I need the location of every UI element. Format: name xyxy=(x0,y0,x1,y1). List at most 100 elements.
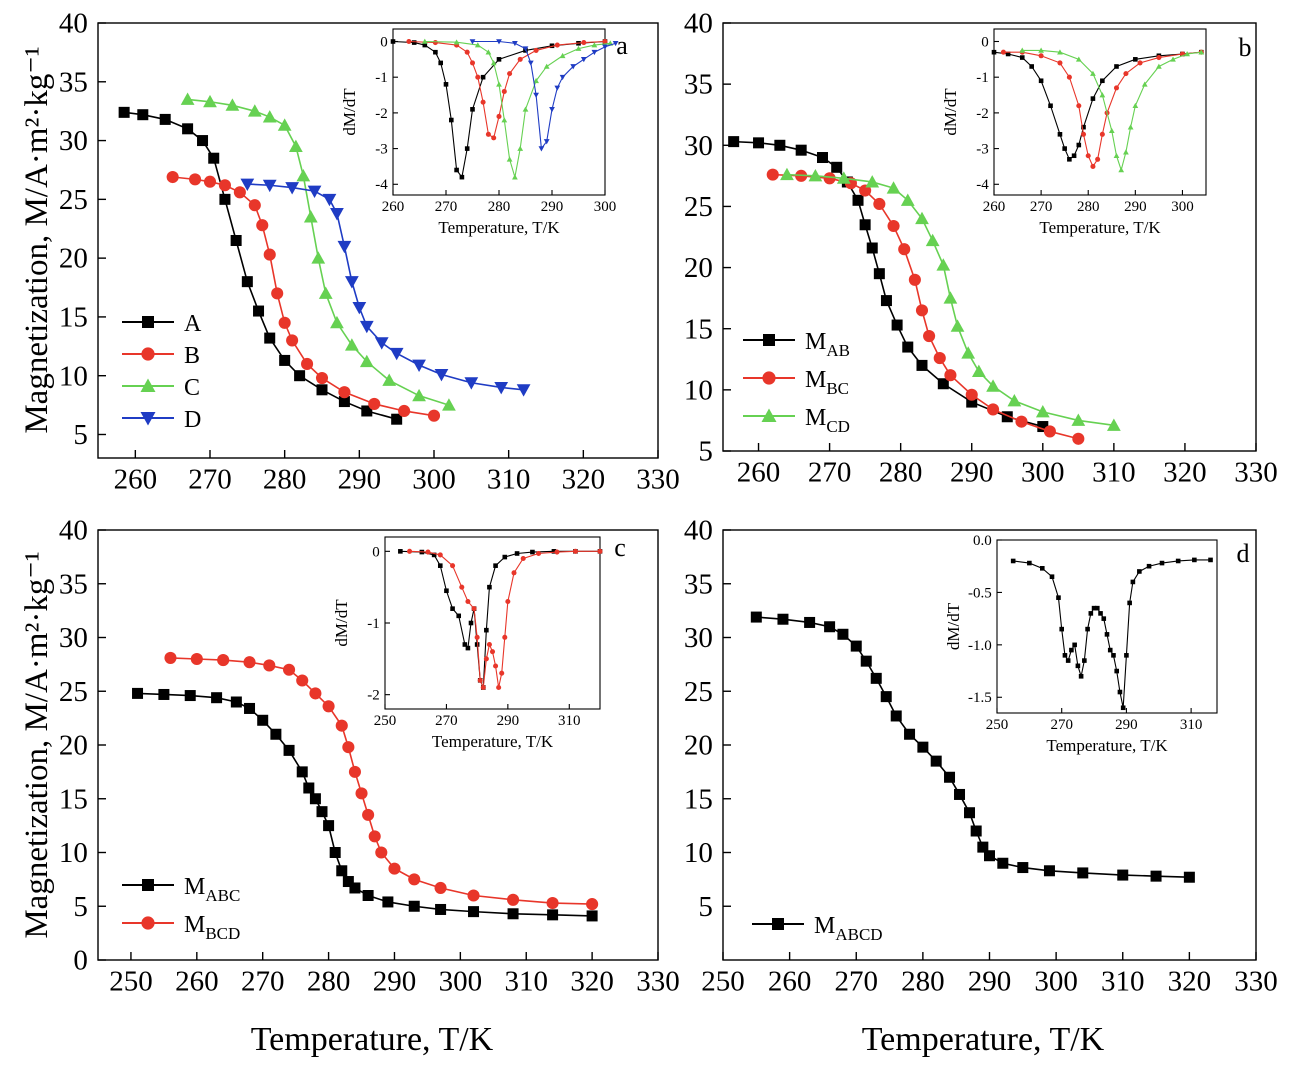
panel-c-y-tick-label: 35 xyxy=(59,568,88,600)
inset-marker xyxy=(559,74,566,81)
inset-marker xyxy=(538,146,545,152)
panel-b-x-tick-label: 330 xyxy=(1234,456,1278,488)
inset-marker xyxy=(533,77,539,84)
main-marker xyxy=(335,719,348,732)
main-marker xyxy=(965,388,978,401)
main-marker xyxy=(286,334,299,347)
inset-series xyxy=(407,548,603,691)
panel-c-x-tick-label: 290 xyxy=(373,965,417,997)
inset-x-tick-label: 290 xyxy=(1124,199,1147,215)
panel-b-y-tick-label: 30 xyxy=(684,130,713,162)
main-marker xyxy=(1007,393,1022,407)
main-marker xyxy=(303,782,315,794)
panel-d-x-tick-label: 330 xyxy=(1234,965,1278,997)
panel-b-x-tick-label: 260 xyxy=(737,456,781,488)
inset-marker xyxy=(502,634,508,640)
inset-marker xyxy=(496,39,502,45)
main-marker xyxy=(253,305,265,317)
main-series xyxy=(180,92,456,411)
panel-a-y-tick-label: 20 xyxy=(59,243,88,275)
main-marker xyxy=(257,714,269,726)
panel-c-x-tick-label: 300 xyxy=(439,965,483,997)
main-marker xyxy=(1183,871,1195,883)
inset-marker xyxy=(490,60,497,66)
panel-a-x-tick-label: 330 xyxy=(636,463,680,495)
main-series xyxy=(166,170,441,422)
inset-y-tick-label: -2 xyxy=(367,688,380,704)
panel-a-y-tick-label: 35 xyxy=(59,66,88,98)
main-marker xyxy=(344,276,359,289)
inset-marker xyxy=(1076,142,1082,148)
main-marker xyxy=(442,398,456,411)
main-marker xyxy=(391,413,403,425)
panel-c-x-tick-label: 250 xyxy=(109,965,153,997)
panel-letter: c xyxy=(614,533,626,562)
main-marker xyxy=(1150,870,1162,882)
main-marker xyxy=(262,110,277,123)
inset-marker xyxy=(465,598,471,605)
inset-y-tick-label: -3 xyxy=(375,142,388,158)
main-marker xyxy=(303,210,318,223)
main-marker xyxy=(866,242,878,254)
main-marker xyxy=(296,766,308,778)
panel-letter: d xyxy=(1237,539,1250,568)
inset-marker xyxy=(559,52,566,59)
panel-b-x-tick-label: 270 xyxy=(808,456,852,488)
main-marker xyxy=(288,139,303,152)
inset-marker xyxy=(1184,51,1191,57)
panel-a-x-tick-label: 260 xyxy=(114,463,158,495)
main-marker xyxy=(408,873,421,886)
inset-marker xyxy=(522,106,529,112)
legend-name: B xyxy=(184,343,200,369)
inset-y-tick-label: -3 xyxy=(976,142,989,158)
inset-frame xyxy=(996,539,1218,714)
main-marker xyxy=(348,765,361,778)
inset-marker xyxy=(1065,658,1071,663)
main-marker xyxy=(859,184,872,197)
main-marker xyxy=(750,611,762,623)
inset-marker xyxy=(591,49,598,56)
main-series xyxy=(118,106,403,425)
main-marker xyxy=(359,320,374,334)
legend-label: C xyxy=(184,375,200,401)
inset-marker xyxy=(1101,616,1107,621)
inset-marker xyxy=(1027,560,1032,566)
inset-marker xyxy=(486,641,492,648)
main-marker xyxy=(294,370,306,382)
inset-marker xyxy=(411,40,417,45)
inset-marker xyxy=(1098,611,1103,616)
inset-y-tick-label: -1.0 xyxy=(968,638,992,654)
main-marker xyxy=(309,793,321,805)
inset-marker xyxy=(407,548,413,554)
main-marker xyxy=(987,403,1000,416)
inset-marker xyxy=(1156,55,1162,61)
inset-marker xyxy=(477,677,483,683)
legend-label: MCD xyxy=(805,405,850,436)
main-marker xyxy=(908,273,921,286)
legend-marker xyxy=(142,316,154,328)
legend-subscript: ABC xyxy=(205,886,240,905)
inset-y-tick-label: 0 xyxy=(981,34,989,50)
inset-marker xyxy=(597,548,603,554)
main-marker xyxy=(917,741,929,753)
panel-d-x-tick-label: 280 xyxy=(901,965,945,997)
panel-a-y-tick-label: 40 xyxy=(59,8,88,40)
main-marker xyxy=(329,847,341,858)
inset-marker xyxy=(520,555,526,562)
inset-marker xyxy=(480,99,486,105)
legend-name: M xyxy=(184,874,205,900)
panel-b-frame xyxy=(722,22,1257,452)
panel-d-y-tick-label: 5 xyxy=(698,891,713,923)
inset-marker xyxy=(1075,56,1082,62)
inset-y-tick-label: 0 xyxy=(380,34,388,50)
legend-marker xyxy=(762,371,776,385)
inset-y-axis-label: dM/dT xyxy=(941,88,960,136)
inset-line xyxy=(472,40,616,151)
inset-marker xyxy=(1208,557,1213,563)
inset-c: 250 270 290 310 0 -1 -2 Temperature, T/K dM/dT xyxy=(332,536,603,751)
main-marker xyxy=(344,338,359,351)
panel-a-y-tick-label: 5 xyxy=(73,419,88,451)
main-marker xyxy=(203,175,217,188)
